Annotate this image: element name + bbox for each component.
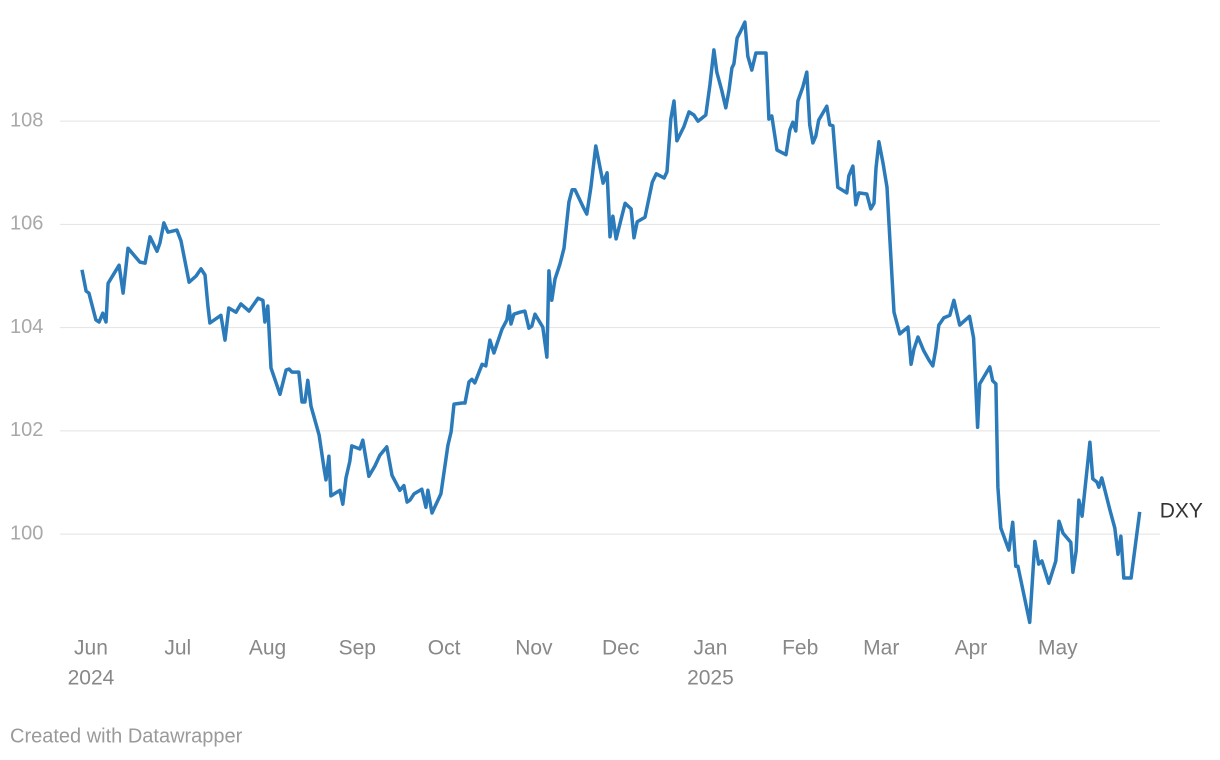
x-tick-label: May bbox=[1038, 637, 1078, 660]
x-tick-label: Sep bbox=[339, 637, 376, 660]
x-tick-label: Feb bbox=[782, 637, 818, 660]
x-tick-label: Aug bbox=[249, 637, 286, 660]
x-tick-label: Jan bbox=[694, 637, 728, 660]
x-tick-label: Mar bbox=[863, 637, 899, 660]
x-tick-label: Jun bbox=[74, 637, 108, 660]
y-tick-label: 106 bbox=[10, 213, 43, 235]
y-tick-label: 104 bbox=[10, 316, 43, 338]
x-tick-label: Jul bbox=[164, 637, 191, 660]
x-tick-label: Dec bbox=[602, 637, 639, 660]
x-tick-label: Apr bbox=[955, 637, 988, 660]
line bbox=[80, 20, 1142, 625]
x-year-label: 2024 bbox=[68, 667, 115, 690]
x-tick-label: Nov bbox=[515, 637, 553, 660]
series-label: DXY bbox=[1160, 499, 1203, 522]
y-tick-label: 100 bbox=[10, 522, 43, 544]
x-tick-label: Oct bbox=[428, 637, 461, 660]
y-tick-label: 108 bbox=[10, 109, 43, 131]
y-tick-label: 102 bbox=[10, 419, 43, 441]
x-year-label: 2025 bbox=[687, 667, 734, 690]
credit: Created with Datawrapper bbox=[10, 725, 243, 747]
